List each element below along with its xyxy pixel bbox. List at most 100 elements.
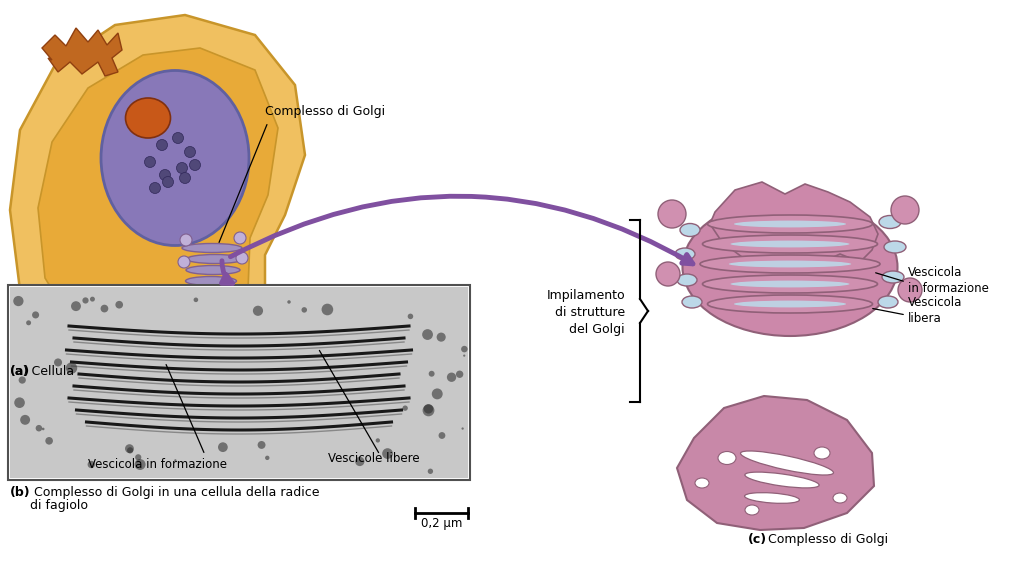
Circle shape: [189, 159, 201, 171]
Ellipse shape: [677, 274, 697, 286]
Text: 0,2 μm: 0,2 μm: [421, 517, 462, 530]
Ellipse shape: [708, 215, 872, 233]
Circle shape: [125, 444, 134, 453]
Circle shape: [116, 301, 123, 308]
Ellipse shape: [729, 260, 851, 267]
Ellipse shape: [702, 235, 878, 253]
Circle shape: [174, 459, 176, 461]
Circle shape: [234, 232, 246, 244]
Circle shape: [194, 297, 199, 302]
Circle shape: [176, 162, 187, 173]
Circle shape: [236, 252, 248, 264]
Ellipse shape: [101, 71, 249, 245]
Circle shape: [88, 461, 95, 468]
Circle shape: [36, 425, 42, 432]
Circle shape: [14, 397, 25, 408]
Circle shape: [461, 346, 468, 352]
Circle shape: [18, 377, 26, 384]
Circle shape: [322, 304, 333, 315]
Circle shape: [898, 278, 922, 302]
Ellipse shape: [695, 478, 709, 488]
Circle shape: [402, 405, 408, 411]
Bar: [10, 287, 468, 478]
Circle shape: [301, 307, 307, 312]
Circle shape: [135, 454, 141, 460]
Text: Vescicola in formazione: Vescicola in formazione: [88, 458, 227, 471]
Ellipse shape: [730, 241, 850, 248]
Circle shape: [179, 172, 190, 183]
Circle shape: [423, 405, 434, 416]
Circle shape: [436, 332, 445, 342]
Circle shape: [438, 432, 445, 439]
Circle shape: [178, 256, 190, 268]
Ellipse shape: [734, 221, 846, 227]
Ellipse shape: [700, 255, 880, 273]
Text: Complesso di Golgi: Complesso di Golgi: [265, 106, 385, 119]
Text: Vescicola
in formazione: Vescicola in formazione: [908, 266, 989, 294]
Circle shape: [163, 176, 173, 187]
Ellipse shape: [878, 296, 898, 308]
Circle shape: [258, 441, 265, 449]
Circle shape: [355, 457, 365, 466]
Ellipse shape: [186, 266, 240, 274]
Polygon shape: [38, 48, 278, 360]
Ellipse shape: [702, 275, 878, 293]
Circle shape: [253, 305, 263, 316]
Circle shape: [172, 133, 183, 144]
Text: (a) Cellula: (a) Cellula: [10, 365, 74, 378]
Circle shape: [265, 456, 269, 460]
Ellipse shape: [734, 301, 846, 307]
Circle shape: [656, 262, 680, 286]
Circle shape: [180, 234, 193, 246]
Circle shape: [54, 359, 62, 367]
Ellipse shape: [682, 296, 702, 308]
Ellipse shape: [156, 304, 190, 326]
Polygon shape: [10, 15, 305, 380]
Ellipse shape: [730, 280, 850, 287]
Circle shape: [157, 140, 168, 151]
Text: Impilamento
di strutture
del Golgi: Impilamento di strutture del Golgi: [547, 290, 625, 336]
Circle shape: [428, 468, 433, 474]
Text: (b): (b): [10, 486, 31, 499]
Polygon shape: [710, 182, 878, 267]
Ellipse shape: [186, 287, 234, 297]
Circle shape: [382, 448, 393, 459]
Ellipse shape: [126, 98, 171, 138]
Circle shape: [891, 196, 919, 224]
Ellipse shape: [683, 198, 897, 336]
Ellipse shape: [675, 248, 695, 260]
Circle shape: [288, 300, 291, 304]
Circle shape: [408, 314, 414, 319]
Circle shape: [422, 329, 433, 340]
Polygon shape: [677, 396, 874, 530]
Circle shape: [218, 442, 227, 452]
Ellipse shape: [718, 451, 736, 464]
Circle shape: [446, 373, 457, 382]
Circle shape: [90, 297, 95, 301]
Polygon shape: [42, 28, 122, 76]
Circle shape: [462, 427, 464, 430]
Ellipse shape: [680, 224, 700, 237]
Text: (c): (c): [748, 533, 767, 546]
Circle shape: [160, 169, 171, 180]
Circle shape: [432, 388, 442, 399]
Ellipse shape: [182, 244, 242, 252]
Circle shape: [66, 363, 77, 374]
Ellipse shape: [186, 255, 244, 263]
Ellipse shape: [882, 271, 904, 283]
Ellipse shape: [708, 295, 872, 313]
Ellipse shape: [744, 493, 800, 503]
Ellipse shape: [814, 447, 830, 459]
Circle shape: [27, 321, 31, 325]
Circle shape: [71, 301, 81, 311]
Circle shape: [456, 371, 463, 378]
Circle shape: [658, 200, 686, 228]
Circle shape: [134, 459, 145, 470]
Circle shape: [184, 147, 196, 158]
Circle shape: [376, 438, 380, 443]
Circle shape: [13, 296, 24, 306]
Text: Vescicole libere: Vescicole libere: [328, 452, 420, 465]
Circle shape: [20, 415, 30, 425]
Circle shape: [144, 157, 156, 168]
Circle shape: [463, 354, 465, 357]
